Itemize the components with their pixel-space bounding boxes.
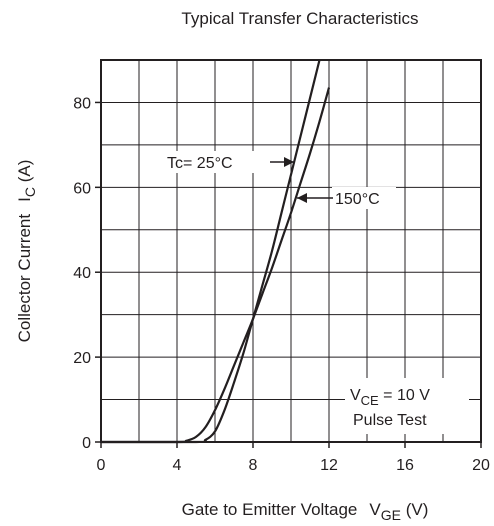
y-axis-label-main: Collector Current [15, 214, 34, 343]
x-axis-label-symbol: V [369, 500, 381, 519]
y-axis-label-subscript: C [22, 187, 38, 197]
chart-title: Typical Transfer Characteristics [181, 9, 418, 28]
x-axis-label-unit: (V) [401, 500, 428, 519]
y-axis-label-symbol: I [15, 197, 34, 202]
test-condition-bg [345, 378, 469, 434]
series-line-1 [101, 59, 321, 444]
series2-label-bg [332, 187, 396, 209]
y-axis-label-unit: (A) [15, 160, 34, 187]
x-axis-label-main: Gate to Emitter Voltage [182, 500, 358, 519]
x-tick-label: 4 [173, 457, 182, 474]
y-tick-label: 0 [82, 435, 91, 452]
grid-lines [101, 60, 481, 442]
x-axis-label: Gate to Emitter Voltage VGE (V) [182, 500, 429, 523]
x-axis-label-subscript: GE [381, 507, 401, 523]
y-tick-label: 60 [73, 180, 91, 197]
series2-arrow-head [297, 193, 307, 203]
x-tick-label: 16 [396, 457, 414, 474]
x-tick-label: 20 [472, 457, 490, 474]
x-tick-label: 8 [249, 457, 258, 474]
test-condition-subscript: CE [361, 393, 379, 408]
x-tick-label: 0 [97, 457, 106, 474]
series2-label: 150°C [335, 191, 380, 208]
y-axis-label: Collector Current IC (A) [15, 160, 38, 343]
series-line-2 [101, 87, 331, 444]
test-condition-line2: Pulse Test [353, 412, 427, 429]
series1-arrow-head [284, 157, 294, 167]
y-tick-label: 40 [73, 265, 91, 282]
x-axis: 0 4 8 12 16 20 [97, 442, 490, 474]
y-axis: 0 20 40 60 80 [73, 95, 101, 452]
series-group [101, 59, 331, 444]
series1-label-bg [164, 151, 272, 173]
test-condition-value: = 10 V [379, 387, 430, 404]
x-tick-label: 12 [320, 457, 338, 474]
test-condition-symbol: V [350, 387, 361, 404]
y-tick-label: 20 [73, 350, 91, 367]
plot-frame [100, 59, 482, 443]
y-tick-label: 80 [73, 95, 91, 112]
test-condition-line1: VCE = 10 V [350, 387, 430, 408]
series1-label: Tc= 25°C [167, 155, 233, 172]
